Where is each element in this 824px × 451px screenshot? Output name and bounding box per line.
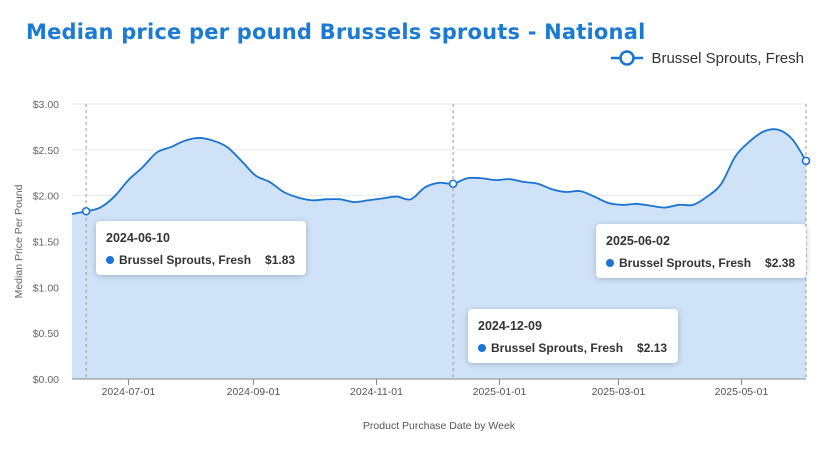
tooltip-value: $2.13 (637, 341, 668, 355)
x-tick-label: 2024-11-01 (350, 386, 403, 398)
series-dot-icon (106, 256, 114, 264)
y-axis-label: Median Price Per Pound (13, 184, 25, 298)
y-tick-label: $3.00 (33, 99, 59, 111)
chart-title: Median price per pound Brussels sprouts … (26, 20, 646, 44)
tooltip-2024-06-10: 2024-06-10 Brussel Sprouts, Fresh $1.83 (96, 221, 307, 275)
y-tick-label: $0.00 (33, 374, 59, 386)
x-tick-label: 2025-05-01 (715, 386, 769, 398)
tooltip-value: $2.38 (765, 256, 796, 270)
tooltip-value: $1.83 (265, 253, 296, 267)
y-tick-label: $0.50 (33, 328, 59, 340)
tooltip-series: Brussel Sprouts, Fresh (119, 253, 252, 267)
series-dot-icon (606, 259, 614, 267)
x-tick-label: 2024-09-01 (227, 386, 281, 398)
y-tick-label: $2.50 (33, 145, 59, 157)
x-tick-label: 2024-07-01 (102, 386, 156, 398)
series-line (71, 128, 807, 215)
legend-line-circle-icon (611, 50, 644, 66)
y-tick-label: $1.00 (33, 282, 59, 294)
tooltip-date: 2024-06-10 (106, 231, 170, 245)
tooltip-date: 2025-06-02 (606, 234, 670, 248)
series-dot-icon (478, 344, 486, 352)
data-point-marker (81, 206, 91, 216)
legend-item[interactable]: Brussel Sprouts, Fresh (611, 46, 804, 70)
tooltip-date: 2024-12-09 (478, 319, 542, 333)
x-axis-label: Product Purchase Date by Week (363, 420, 516, 432)
tooltip-series: Brussel Sprouts, Fresh (619, 256, 752, 270)
tooltip-series: Brussel Sprouts, Fresh (491, 341, 624, 355)
y-tick-label: $2.00 (33, 191, 59, 203)
tooltip-2025-06-02: 2025-06-02 Brussel Sprouts, Fresh $2.38 (596, 224, 807, 278)
data-point-marker (448, 179, 458, 189)
data-point-marker (801, 156, 811, 166)
x-tick-label: 2025-03-01 (592, 386, 646, 398)
y-tick-label: $1.50 (33, 237, 59, 249)
x-tick-label: 2025-01-01 (473, 386, 527, 398)
tooltip-2024-12-09: 2024-12-09 Brussel Sprouts, Fresh $2.13 (468, 309, 679, 363)
legend-label: Brussel Sprouts, Fresh (651, 49, 804, 67)
